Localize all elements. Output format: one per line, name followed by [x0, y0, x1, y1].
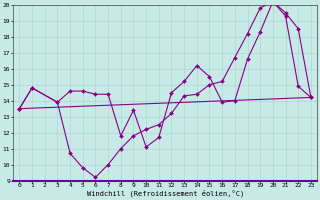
X-axis label: Windchill (Refroidissement éolien,°C): Windchill (Refroidissement éolien,°C)	[86, 190, 244, 197]
